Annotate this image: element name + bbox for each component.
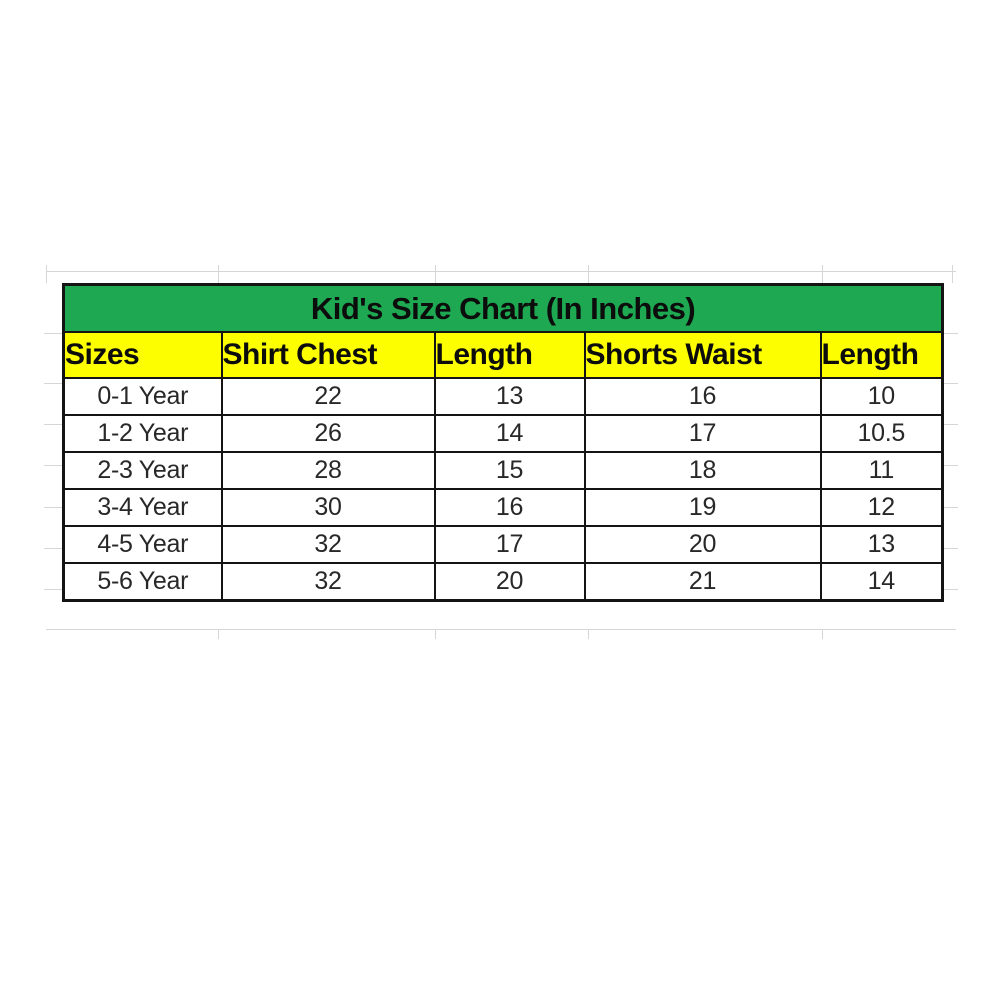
data-cell: 28 <box>220 451 436 490</box>
gridline <box>940 507 958 508</box>
data-cell: 32 <box>220 562 436 602</box>
header-cell-sizes: Sizes <box>62 331 223 379</box>
data-cell: 18 <box>583 451 822 490</box>
gridline <box>44 465 62 466</box>
gridline <box>46 265 47 283</box>
table-row: 4-5 Year 32 17 20 13 <box>62 525 944 564</box>
header-cell-shirt-chest: Shirt Chest <box>220 331 436 379</box>
data-cell: 11 <box>819 451 944 490</box>
gridline <box>44 589 62 590</box>
data-cell: 16 <box>583 377 822 416</box>
gridline <box>822 629 823 639</box>
gridline <box>940 465 958 466</box>
gridline <box>940 333 958 334</box>
gridline <box>435 265 436 283</box>
data-cell: 32 <box>220 525 436 564</box>
gridline <box>44 548 62 549</box>
gridline <box>940 383 958 384</box>
data-cell: 21 <box>583 562 822 602</box>
table-row: 2-3 Year 28 15 18 11 <box>62 451 944 490</box>
data-cell: 20 <box>433 562 586 602</box>
data-cell: 15 <box>433 451 586 490</box>
data-cell: 26 <box>220 414 436 453</box>
gridline <box>588 265 589 283</box>
data-cell: 19 <box>583 488 822 527</box>
table-title: Kid's Size Chart (In Inches) <box>62 283 944 333</box>
gridline <box>44 333 62 334</box>
gridline <box>435 629 436 639</box>
data-cell: 20 <box>583 525 822 564</box>
data-cell: 17 <box>583 414 822 453</box>
data-cell: 30 <box>220 488 436 527</box>
data-cell: 13 <box>433 377 586 416</box>
data-cell: 10 <box>819 377 944 416</box>
gridline <box>44 383 62 384</box>
header-row: Sizes Shirt Chest Length Shorts Waist Le… <box>62 331 944 379</box>
data-cell: 13 <box>819 525 944 564</box>
data-cell: 14 <box>433 414 586 453</box>
header-cell-shorts-waist: Shorts Waist <box>583 331 822 379</box>
data-cell: 16 <box>433 488 586 527</box>
data-cell: 17 <box>433 525 586 564</box>
row-label: 2-3 Year <box>62 451 223 490</box>
table-row: 3-4 Year 30 16 19 12 <box>62 488 944 527</box>
data-cell: 12 <box>819 488 944 527</box>
header-cell-length: Length <box>433 331 586 379</box>
gridline <box>940 548 958 549</box>
row-label: 0-1 Year <box>62 377 223 416</box>
row-label: 3-4 Year <box>62 488 223 527</box>
table-row: 0-1 Year 22 13 16 10 <box>62 377 944 416</box>
data-cell: 10.5 <box>819 414 944 453</box>
gridline <box>218 629 219 639</box>
gridline <box>218 265 219 283</box>
gridline <box>822 265 823 283</box>
header-cell-length-2: Length <box>819 331 944 379</box>
gridline <box>588 629 589 639</box>
data-cell: 14 <box>819 562 944 602</box>
table-row: 1-2 Year 26 14 17 10.5 <box>62 414 944 453</box>
title-row: Kid's Size Chart (In Inches) <box>62 283 944 333</box>
gridline <box>46 629 956 630</box>
table-row: 5-6 Year 32 20 21 14 <box>62 562 944 602</box>
row-label: 5-6 Year <box>62 562 223 602</box>
row-label: 1-2 Year <box>62 414 223 453</box>
row-label: 4-5 Year <box>62 525 223 564</box>
size-chart-table: Kid's Size Chart (In Inches) Sizes Shirt… <box>62 283 945 602</box>
gridline <box>940 424 958 425</box>
gridline <box>44 424 62 425</box>
gridline <box>46 271 956 272</box>
gridline <box>44 507 62 508</box>
data-cell: 22 <box>220 377 436 416</box>
gridline <box>940 589 958 590</box>
gridline <box>952 265 953 283</box>
